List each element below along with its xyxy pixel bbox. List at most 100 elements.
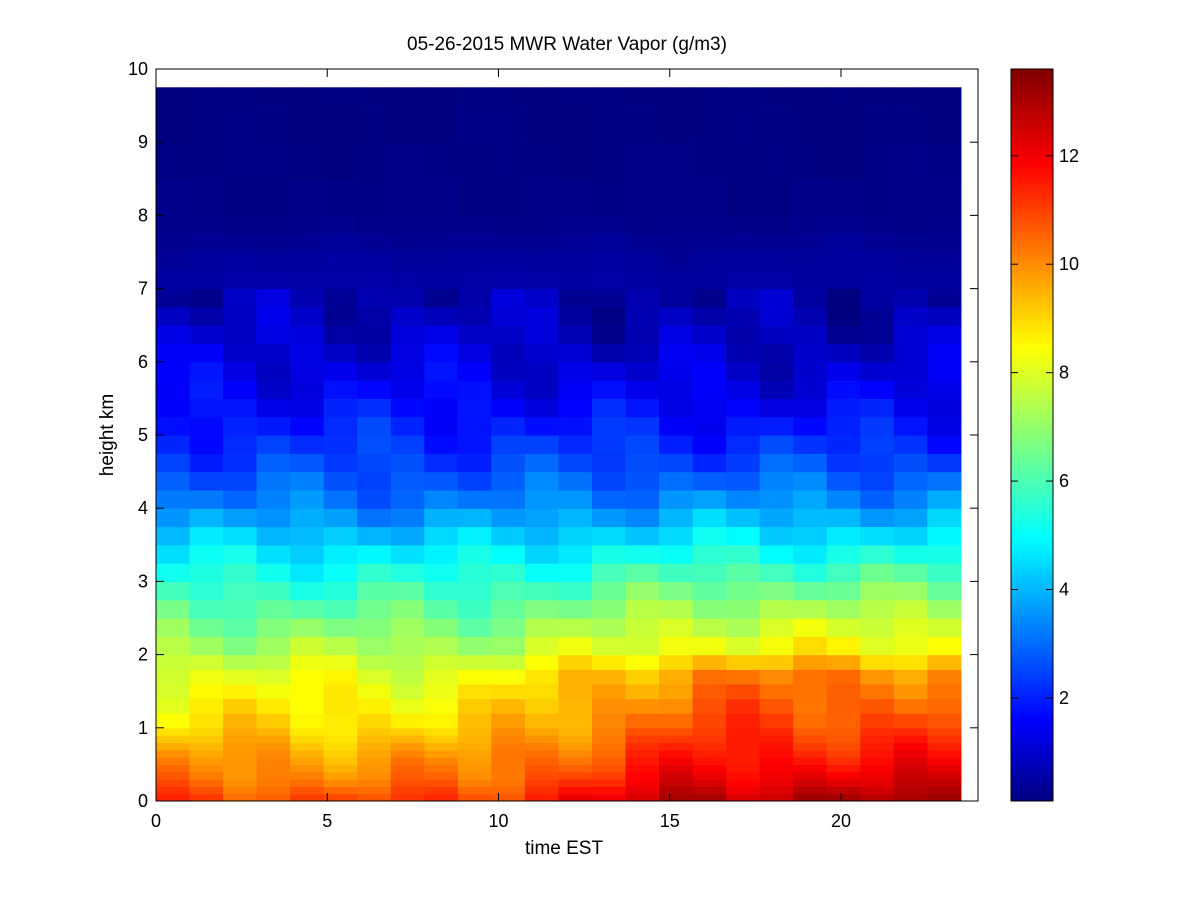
heatmap-cell	[558, 669, 593, 685]
heatmap-cell	[893, 288, 928, 308]
heatmap-cell	[290, 178, 325, 216]
heatmap-cell	[659, 636, 694, 656]
heatmap-cell	[223, 771, 258, 780]
heatmap-cell	[793, 749, 828, 758]
heatmap-cell	[457, 435, 492, 454]
heatmap-cell	[591, 735, 627, 744]
heatmap-cell	[524, 380, 560, 399]
heatmap-cell	[558, 306, 593, 326]
heatmap-cell	[927, 343, 962, 363]
heatmap-cell	[726, 749, 761, 758]
heatmap-cell	[927, 380, 962, 399]
heatmap-cell	[524, 749, 560, 758]
heatmap-cell	[223, 471, 258, 491]
heatmap-cell	[156, 233, 191, 253]
heatmap-cell	[156, 793, 191, 801]
heatmap-cell	[726, 416, 761, 436]
heatmap-cell	[759, 215, 794, 235]
heatmap-cell	[357, 749, 392, 758]
heatmap-cell	[793, 325, 828, 345]
heatmap-cell	[591, 252, 627, 271]
heatmap-cell	[893, 742, 928, 751]
heatmap-cell	[223, 599, 258, 619]
heatmap-cell	[558, 771, 593, 780]
heatmap-cell	[290, 343, 325, 363]
heatmap-cell	[927, 764, 962, 773]
heatmap-cell	[223, 793, 258, 801]
heatmap-cell	[860, 252, 895, 271]
heatmap-cell	[659, 727, 694, 736]
heatmap-cell	[223, 526, 258, 546]
heatmap-cell	[793, 288, 828, 308]
heatmap-cell	[256, 416, 291, 436]
heatmap-cell	[491, 361, 526, 381]
heatmap-cell	[726, 669, 761, 685]
heatmap-cell	[927, 786, 962, 795]
heatmap-cell	[893, 669, 928, 685]
heatmap-cell	[457, 683, 492, 700]
heatmap-cell	[323, 563, 358, 582]
heatmap-cell	[759, 252, 794, 271]
heatmap-cell	[290, 435, 325, 454]
heatmap-cell	[223, 683, 258, 700]
heatmap-cell	[826, 654, 861, 670]
heatmap-cell	[156, 669, 191, 685]
heatmap-cell	[726, 471, 761, 491]
heatmap-cell	[457, 618, 492, 637]
heatmap-cell	[189, 563, 224, 582]
heatmap-cell	[591, 398, 627, 418]
heatmap-cell	[156, 306, 191, 326]
heatmap-cell	[290, 742, 325, 751]
heatmap-cell	[558, 288, 593, 308]
heatmap-cell	[692, 215, 727, 235]
heatmap-cell	[524, 435, 560, 454]
heatmap-cell	[659, 435, 694, 454]
heatmap-cell	[692, 471, 727, 491]
heatmap-cell	[189, 581, 224, 601]
heatmap-cell	[558, 489, 593, 509]
heatmap-cell	[323, 636, 358, 656]
heatmap-cell	[357, 398, 392, 418]
heatmap-cell	[189, 105, 224, 143]
heatmap-cell	[558, 453, 593, 473]
heatmap-cell	[290, 142, 325, 180]
heatmap-cell	[625, 471, 660, 491]
heatmap-cell	[424, 713, 459, 729]
heatmap-cell	[692, 654, 727, 670]
heatmap-cell	[558, 544, 593, 564]
heatmap-cell	[524, 771, 560, 780]
heatmap-cell	[290, 581, 325, 601]
heatmap-cell	[759, 544, 794, 564]
heatmap-cell	[524, 325, 560, 345]
heatmap-cell	[256, 361, 291, 381]
heatmap-cell	[860, 471, 895, 491]
heatmap-cell	[223, 435, 258, 454]
heatmap-cell	[189, 683, 224, 700]
heatmap-cell	[726, 233, 761, 253]
y-axis-ticks: 0 1 2 3 4 5 6 7 8 9 10	[128, 59, 978, 811]
heatmap-cell	[189, 771, 224, 780]
heatmap-cell	[290, 416, 325, 436]
heatmap-cell	[860, 380, 895, 399]
heatmap-cell	[860, 270, 895, 290]
heatmap-cell	[357, 306, 392, 326]
heatmap-cell	[659, 489, 694, 509]
heatmap-cell	[189, 793, 224, 801]
heatmap-cell	[457, 563, 492, 582]
heatmap-cell	[524, 87, 560, 107]
heatmap-cell	[256, 325, 291, 345]
heatmap-cell	[793, 416, 828, 436]
heatmap-cell	[893, 764, 928, 773]
heatmap-cell	[860, 544, 895, 564]
heatmap-cell	[927, 581, 962, 601]
heatmap-cell	[860, 735, 895, 744]
heatmap-cell	[189, 735, 224, 744]
heatmap-cell	[793, 779, 828, 787]
heatmap-cell	[457, 87, 492, 107]
heatmap-cell	[659, 252, 694, 271]
heatmap-cell	[826, 793, 861, 801]
heatmap-cell	[591, 727, 627, 736]
heatmap-cell	[457, 343, 492, 363]
heatmap-cell	[424, 380, 459, 399]
heatmap-cell	[759, 636, 794, 656]
